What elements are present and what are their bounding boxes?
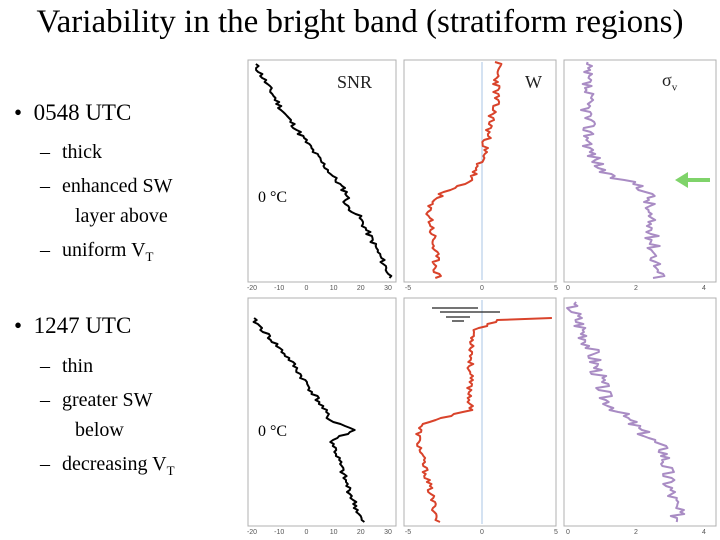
- bullet-0548-utc: • 0548 UTC: [14, 100, 131, 126]
- tick-label: 30: [384, 285, 392, 292]
- tick-label: -10: [274, 529, 284, 536]
- tick-label: 10: [330, 529, 338, 536]
- tick-label: 0: [304, 285, 308, 292]
- tick-label: -5: [405, 529, 411, 536]
- slide-title: Variability in the bright band (stratifo…: [36, 4, 684, 40]
- panel-frames: [247, 59, 717, 527]
- tick-label: -20: [247, 285, 257, 292]
- tick-label: 0: [480, 529, 484, 536]
- label-snr: SNR: [337, 72, 373, 92]
- w-profile-top: [425, 61, 503, 279]
- tick-label: 20: [357, 529, 365, 536]
- bullet-heading: 1247 UTC: [33, 313, 132, 338]
- tick-label: 4: [702, 285, 706, 292]
- frame-bottom-sigma: [563, 297, 717, 527]
- tick-label: 0: [480, 285, 484, 292]
- tick-label: 5: [554, 529, 558, 536]
- frame-top-w: [403, 59, 557, 283]
- tick-label: 0: [304, 529, 308, 536]
- tick-label: -5: [405, 285, 411, 292]
- zero-deg-label-bottom: 0 °C: [258, 423, 288, 440]
- sigma-profile-top: [580, 61, 666, 279]
- sub-item-greater-sw: – greater SW: [40, 389, 153, 411]
- tick-label: 0: [566, 285, 570, 292]
- bullet-dot: •: [14, 313, 34, 338]
- arrow-icon: [675, 172, 710, 188]
- frame-bottom-snr: [247, 297, 397, 527]
- tick-label: 20: [357, 285, 365, 292]
- sigma-profile-bottom: [566, 301, 686, 523]
- zero-deg-label-top: 0 °C: [258, 189, 288, 206]
- tick-label: 30: [384, 529, 392, 536]
- tick-label: 2: [634, 285, 638, 292]
- bullet-dot: •: [14, 100, 34, 125]
- clutter-lines: [432, 307, 500, 322]
- sub-item-enhanced-sw-cont: layer above: [75, 205, 168, 227]
- w-profile-bottom: [415, 317, 552, 523]
- snr-profile-bottom: [252, 317, 365, 523]
- frame-top-snr: [247, 59, 397, 283]
- frame-bottom-w: [403, 297, 557, 527]
- sub-item-decreasing-vt: – decreasing VT: [40, 453, 175, 478]
- tick-label: 2: [634, 529, 638, 536]
- sub-item-enhanced-sw: – enhanced SW: [40, 175, 173, 197]
- snr-profile-top: [255, 63, 393, 279]
- tick-label: 4: [702, 529, 706, 536]
- label-w: W: [525, 72, 542, 92]
- label-sigma-v: σv: [662, 70, 678, 94]
- bullet-heading: 0548 UTC: [33, 100, 132, 125]
- tick-label: -20: [247, 529, 257, 536]
- axis-ticks: -20 -10 0 10 20 30 -5 0 5 0 2 4 -20 -10 0 10 20 30 -5 0 5 0 2 4: [247, 285, 706, 536]
- frame-top-sigma: [563, 59, 717, 283]
- tick-label: 10: [330, 285, 338, 292]
- sub-item-uniform-vt: – uniform VT: [40, 239, 154, 264]
- sub-item-thin: – thin: [40, 355, 94, 377]
- bullet-1247-utc: • 1247 UTC: [14, 313, 131, 339]
- tick-label: -10: [274, 285, 284, 292]
- tick-label: 0: [566, 529, 570, 536]
- sub-item-greater-sw-cont: below: [75, 419, 124, 441]
- tick-label: 5: [554, 285, 558, 292]
- sub-item-thick: – thick: [40, 141, 102, 163]
